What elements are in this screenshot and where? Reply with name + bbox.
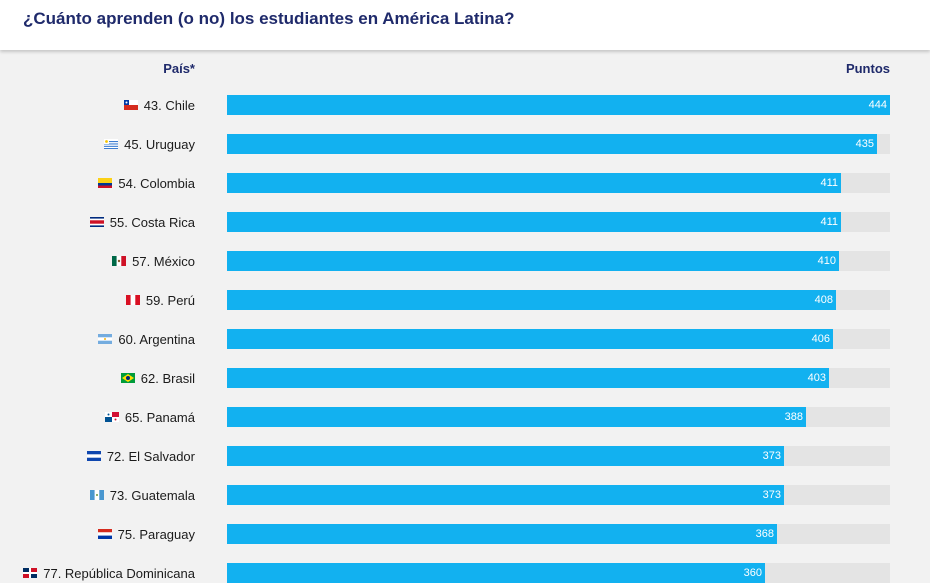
page-title: ¿Cuánto aprenden (o no) los estudiantes … [23,9,515,28]
chart-row: 55. Costa Rica 411 [0,212,930,232]
bar-track: 408 [227,290,890,310]
bar-track: 403 [227,368,890,388]
bar: 406 [227,329,833,349]
country-label: 60. Argentina [98,329,195,349]
value-label: 373 [762,489,781,501]
bar: 411 [227,173,841,193]
flag-el-salvador-icon [86,451,101,461]
chart-row: 45. Uruguay 435 [0,134,930,154]
chart-row: 65. Panamá 388 [0,407,930,427]
chart-row: 73. Guatemala 373 [0,485,930,505]
flag-peru-icon [125,295,140,305]
bar: 388 [227,407,806,427]
chart-row: 59. Perú 408 [0,290,930,310]
bar: 444 [227,95,890,115]
category-label: 72. El Salvador [106,448,195,464]
category-label: 62. Brasil [140,370,195,386]
category-label: 55. Costa Rica [109,214,195,230]
bar-track: 444 [227,95,890,115]
category-label: 73. Guatemala [109,487,195,503]
value-label: 408 [814,294,833,306]
chart-row: 43. Chile 444 [0,95,930,115]
flag-colombia-icon [98,178,113,188]
country-label: 54. Colombia [98,173,195,193]
value-label: 411 [820,177,838,189]
bar-track: 368 [227,524,890,544]
bar: 360 [227,563,765,583]
bar-track: 360 [227,563,890,583]
country-label: 75. Paraguay [97,524,195,544]
bar-track: 411 [227,212,890,232]
category-label: 65. Panamá [124,409,195,425]
bar-track: 373 [227,446,890,466]
points-column-header: Puntos [845,61,890,76]
flag-republica-dominicana-icon [23,568,38,578]
chart-row: 57. México 410 [0,251,930,271]
country-label: 59. Perú [125,290,195,310]
flag-brasil-icon [120,373,135,383]
value-label: 411 [820,216,838,228]
bar: 411 [227,212,841,232]
value-label: 360 [743,567,762,579]
flag-uruguay-icon [104,139,119,149]
value-label: 388 [784,411,803,423]
bar: 435 [227,134,877,154]
country-label: 77. República Dominicana [23,563,195,583]
category-label: 59. Perú [145,292,195,308]
flag-mexico-icon [112,256,127,266]
category-label: 57. México [132,253,195,269]
category-label: 60. Argentina [118,331,195,347]
chart-row: 62. Brasil 403 [0,368,930,388]
category-label: 43. Chile [143,97,195,113]
category-label: 45. Uruguay [124,136,195,152]
flag-chile-icon [123,100,138,110]
category-label: 77. República Dominicana [43,565,195,581]
country-label: 73. Guatemala [89,485,195,505]
chart-row: 75. Paraguay 368 [0,524,930,544]
country-label: 62. Brasil [120,368,195,388]
value-label: 373 [762,450,781,462]
flag-guatemala-icon [89,490,104,500]
value-label: 403 [807,372,826,384]
chart-row: 60. Argentina 406 [0,329,930,349]
value-label: 368 [755,528,774,540]
bar-track: 373 [227,485,890,505]
country-label: 65. Panamá [104,407,195,427]
bar: 408 [227,290,836,310]
value-label: 435 [855,138,874,150]
country-label: 43. Chile [123,95,195,115]
flag-panama-icon [104,412,119,422]
value-label: 410 [817,255,836,267]
category-label: 54. Colombia [118,175,195,191]
country-label: 55. Costa Rica [89,212,195,232]
bar-track: 388 [227,407,890,427]
flag-argentina-icon [98,334,113,344]
chart-row: 77. República Dominicana 360 [0,563,930,583]
header: ¿Cuánto aprenden (o no) los estudiantes … [0,0,930,50]
bar-track: 411 [227,173,890,193]
country-column-header: País* [163,61,195,76]
bar-track: 406 [227,329,890,349]
flag-paraguay-icon [97,529,112,539]
bar: 410 [227,251,839,271]
bar-track: 410 [227,251,890,271]
country-label: 45. Uruguay [104,134,195,154]
category-label: 75. Paraguay [117,526,195,542]
bar-track: 435 [227,134,890,154]
flag-costa-rica-icon [89,217,104,227]
value-label: 444 [868,99,887,111]
country-label: 72. El Salvador [86,446,195,466]
country-label: 57. México [112,251,195,271]
chart-row: 72. El Salvador 373 [0,446,930,466]
bar: 373 [227,446,784,466]
bar: 373 [227,485,784,505]
value-label: 406 [811,333,830,345]
bar: 403 [227,368,829,388]
chart-row: 54. Colombia 411 [0,173,930,193]
bar: 368 [227,524,777,544]
